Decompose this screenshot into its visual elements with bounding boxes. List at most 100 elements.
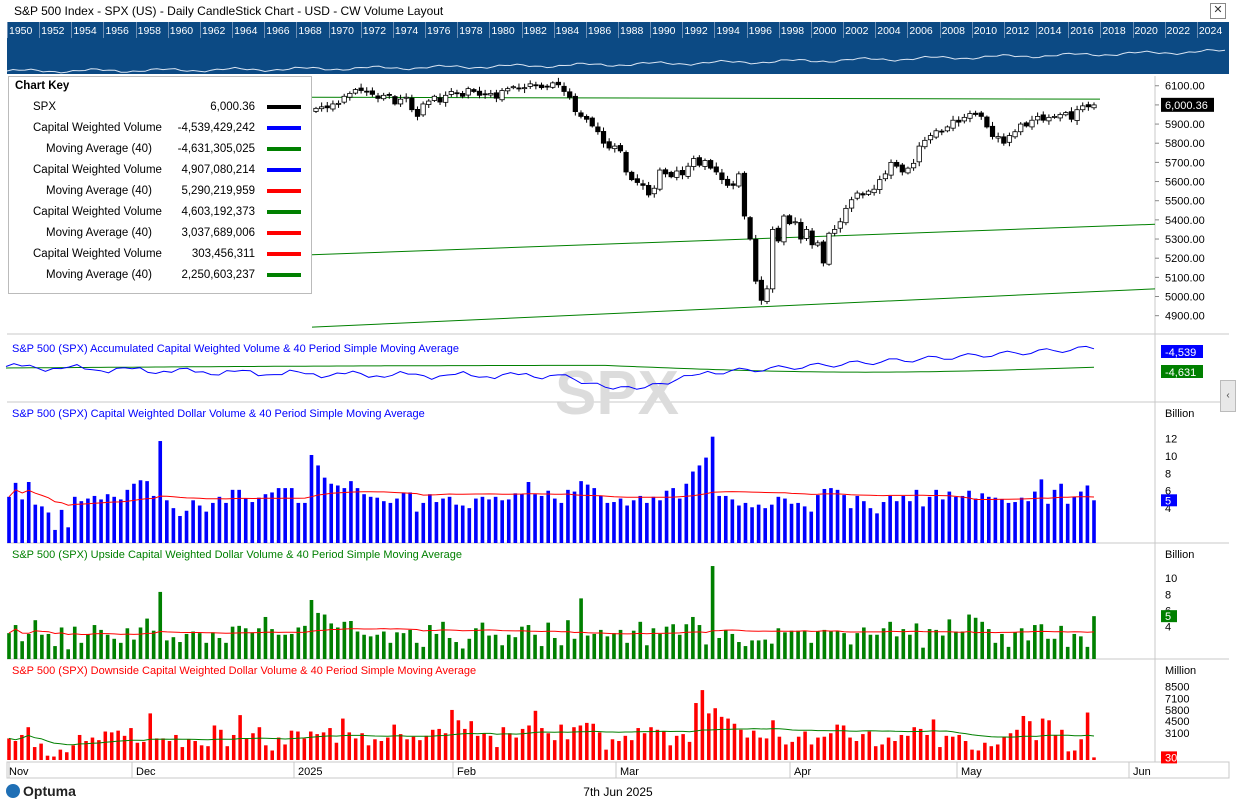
chart-key-row[interactable]: Moving Average (40) -4,631,305,025 <box>9 140 311 161</box>
candle <box>341 93 347 105</box>
volume-bar <box>421 502 426 543</box>
volume-bar <box>321 732 326 760</box>
volume-bar <box>552 637 557 659</box>
volume-bar <box>186 739 191 760</box>
price-tick-label: 5400.00 <box>1165 215 1205 227</box>
volume-panel-title: S&P 500 (SPX) Downside Capital Weighted … <box>12 665 476 677</box>
volume-bar <box>244 738 249 760</box>
volume-bar <box>92 495 97 543</box>
candle <box>448 88 454 97</box>
volume-bar <box>520 494 524 543</box>
volume-bar <box>86 633 90 659</box>
volume-bar <box>743 646 748 659</box>
volume-bar <box>533 494 537 543</box>
volume-bar <box>296 627 301 659</box>
candle-body <box>865 190 872 195</box>
chart-key-row[interactable]: Moving Average (40) 2,250,603,237 <box>9 266 311 287</box>
volume-bar <box>138 627 143 659</box>
candle-body <box>939 130 945 133</box>
volume-bar <box>618 629 623 659</box>
x-axis-label: Apr <box>794 766 811 778</box>
volume-bar <box>112 496 117 543</box>
volume-bar <box>610 739 615 760</box>
volume-bar <box>1052 489 1057 543</box>
candle-body <box>459 93 466 97</box>
collapse-panel-button[interactable]: ‹ <box>1220 380 1236 412</box>
chart-key-label: Moving Average (40) <box>46 269 152 281</box>
candle-body <box>984 116 990 128</box>
navigator-divider <box>875 22 877 38</box>
volume-bar <box>382 631 386 659</box>
volume-ma-line <box>8 628 1095 636</box>
volume-bar <box>178 642 182 659</box>
volume-bar <box>540 728 544 760</box>
volume-bar <box>697 465 702 543</box>
candle-body <box>505 88 511 92</box>
chart-key-label: Moving Average (40) <box>46 227 152 239</box>
chart-key-row[interactable]: Moving Average (40) 5,290,219,959 <box>9 182 311 203</box>
candle-body <box>888 161 894 176</box>
volume-bar <box>796 736 801 760</box>
candle-body <box>724 178 731 186</box>
volume-bar <box>842 495 846 543</box>
candle <box>544 84 550 91</box>
volume-bar <box>217 496 222 543</box>
volume-bar <box>816 737 820 760</box>
price-tick-label: 5900.00 <box>1165 119 1205 131</box>
accum-ma-last-label: -4,631 <box>1165 367 1196 379</box>
candle <box>1046 114 1052 125</box>
volume-bar <box>980 621 985 659</box>
candle <box>476 86 483 99</box>
chart-key[interactable]: Chart Key SPX 6,000.36 Capital Weighted Vo… <box>8 76 312 294</box>
volume-bar <box>322 614 327 659</box>
volume-bar <box>467 638 472 659</box>
candle-body <box>521 87 528 90</box>
volume-bar <box>822 488 827 543</box>
candle-body <box>916 145 922 163</box>
chart-key-row[interactable]: Capital Weighted Volume 303,456,311 <box>9 245 311 266</box>
navigator-strip[interactable]: 1950 1952 1954 1956 1958 1960 1962 1964 1966 1968… <box>7 22 1229 74</box>
volume-bar <box>841 725 846 760</box>
volume-last-label-bg <box>1161 494 1177 507</box>
volume-bar <box>7 496 11 543</box>
volume-bar <box>894 501 899 543</box>
chart-key-row[interactable]: Capital Weighted Volume -4,539,429,242 <box>9 119 311 140</box>
chart-key-row[interactable]: Moving Average (40) 3,037,689,006 <box>9 224 311 245</box>
volume-bar <box>1013 632 1017 659</box>
candle <box>1085 101 1091 111</box>
volume-bar <box>257 628 261 659</box>
volume-bar <box>1079 491 1083 543</box>
volume-bar <box>59 509 64 543</box>
candle-body <box>1074 109 1080 121</box>
volume-bar <box>480 496 485 543</box>
close-icon[interactable]: ✕ <box>1210 3 1226 19</box>
volume-bar <box>105 494 110 543</box>
candle <box>1051 113 1058 119</box>
candle-body <box>443 94 449 103</box>
volume-bar <box>546 490 551 543</box>
navigator-year-label: 1982 <box>523 25 547 37</box>
volume-bar <box>901 629 906 659</box>
chart-key-row[interactable]: Capital Weighted Volume 4,907,080,214 <box>9 161 311 182</box>
volume-tick-label: 4500 <box>1165 716 1189 728</box>
candle-body <box>1029 119 1035 128</box>
navigator-year-label: 1990 <box>652 25 676 37</box>
volume-bar <box>184 510 189 543</box>
volume-bar <box>888 621 892 659</box>
volume-bar <box>758 737 762 760</box>
chart-key-label: Capital Weighted Volume <box>33 164 162 176</box>
volume-bar <box>559 724 563 760</box>
volume-bar <box>171 637 176 659</box>
volume-bar <box>986 629 991 659</box>
candle-body <box>944 126 951 132</box>
candle-body <box>313 107 319 112</box>
volume-bar <box>710 566 715 659</box>
x-axis-label: 2025 <box>298 766 322 778</box>
volume-bar <box>132 639 136 659</box>
chart-key-row[interactable]: SPX 6,000.36 <box>9 98 311 119</box>
candle-body <box>803 229 810 239</box>
volume-bar <box>276 737 281 760</box>
candle-body <box>927 135 934 141</box>
chart-key-row[interactable]: Capital Weighted Volume 4,603,192,373 <box>9 203 311 224</box>
candle <box>674 166 680 181</box>
